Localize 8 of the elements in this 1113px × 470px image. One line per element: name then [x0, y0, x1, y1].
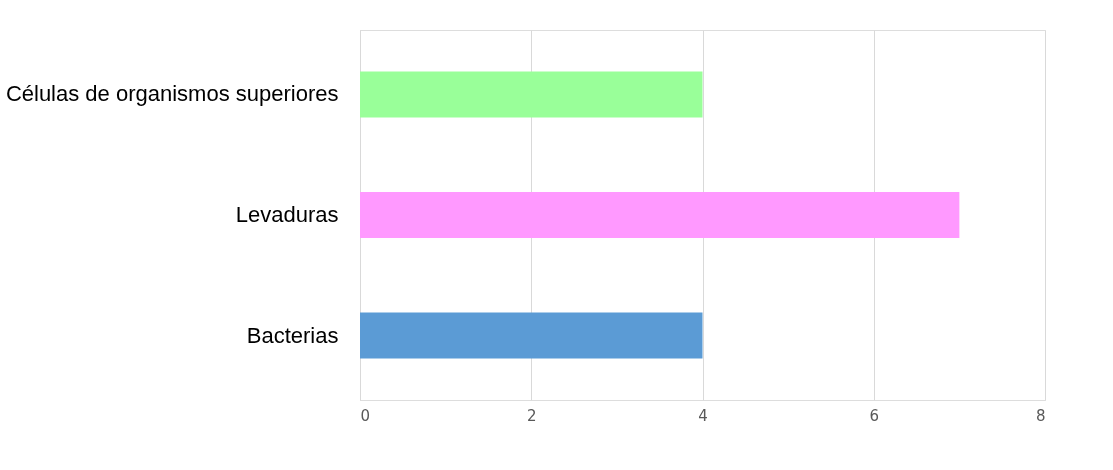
x-tick-label: 0: [360, 406, 371, 425]
x-tick-label: 8: [1035, 406, 1046, 425]
x-tick-label: 6: [869, 406, 880, 425]
y-tick-label: Levaduras: [235, 202, 339, 227]
x-tick-label: 4: [698, 406, 708, 425]
y-tick-label: Células de organismos superiores: [5, 81, 339, 107]
x-tick-label: 2: [526, 406, 537, 425]
y-tick-label: Bacterias: [246, 322, 339, 348]
